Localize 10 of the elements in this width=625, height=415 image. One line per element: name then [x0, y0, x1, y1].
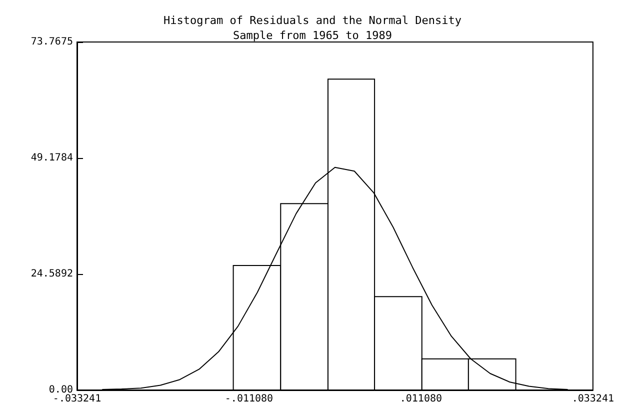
x-tick-label: .033241	[572, 394, 614, 404]
y-tick-label: 0.00	[48, 384, 73, 396]
x-tick-label: -.033241	[52, 394, 102, 404]
y-tick-label: 24.5892	[30, 268, 73, 280]
chart-title: Histogram of Residuals and the Normal Density	[163, 14, 462, 27]
x-tick-label: -.011080	[224, 394, 274, 404]
y-tick-label: 49.1784	[30, 152, 73, 164]
chart-subtitle: Sample from 1965 to 1989	[233, 29, 392, 42]
y-tick-label: 73.7675	[30, 36, 73, 48]
x-tick-label: .011080	[400, 394, 442, 404]
